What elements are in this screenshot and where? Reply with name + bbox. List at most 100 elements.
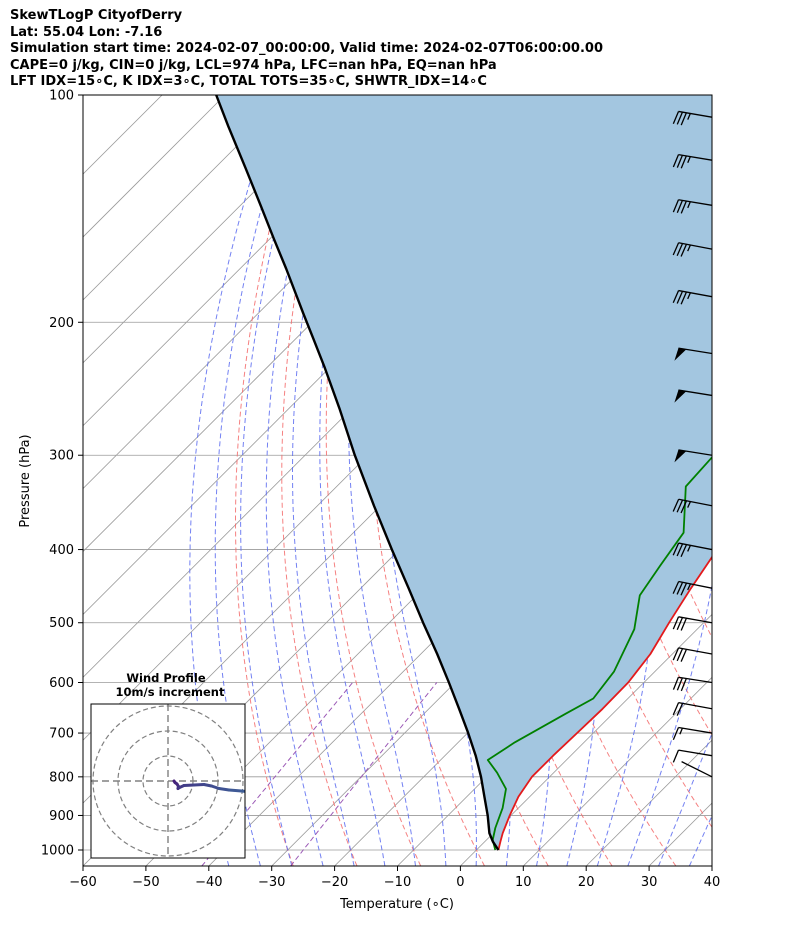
barb-half-feather xyxy=(687,113,691,120)
barb-shaft xyxy=(678,726,712,734)
moist-adiabat xyxy=(319,110,386,866)
barb-feather xyxy=(680,112,687,126)
barb-half-feather xyxy=(687,292,691,300)
wind-barb xyxy=(711,824,712,826)
y-axis-title: Pressure (hPa) xyxy=(18,434,33,527)
barb-feather xyxy=(672,581,680,594)
barb-shaft xyxy=(681,761,712,778)
isotherm-line xyxy=(83,95,289,301)
x-tick-label: 10 xyxy=(515,875,532,890)
barb-shaft xyxy=(678,498,712,507)
isotherm-line xyxy=(83,95,352,364)
barb-shaft xyxy=(678,347,712,355)
barb-half-feather xyxy=(687,583,692,591)
temperature-line xyxy=(497,555,712,851)
barb-feather xyxy=(676,291,684,304)
x-tick-label: −20 xyxy=(321,875,348,890)
wind-barb xyxy=(672,542,712,558)
y-tick-label: 1000 xyxy=(41,844,74,859)
x-axis-title: Temperature (∘C) xyxy=(339,897,454,912)
x-axis-ticks: −60 −50 −40 −30 −20 −10 0 10 20 30 40 xyxy=(69,866,720,890)
barb-shaft xyxy=(678,199,712,206)
moist-adiabat xyxy=(240,110,308,866)
x-tick-label: 30 xyxy=(641,875,658,890)
inset-frame xyxy=(90,703,246,859)
moist-adiabat xyxy=(720,111,794,866)
barb-shaft xyxy=(678,542,712,551)
index-text: LFT IDX=15∘C, K IDX=3∘C, TOTAL TOTS=35∘C… xyxy=(10,74,487,89)
dry-adiabat xyxy=(325,95,422,866)
y-tick-label: 600 xyxy=(49,676,74,691)
wind-barb xyxy=(672,749,712,763)
dry-adiabat xyxy=(281,95,358,866)
barb-feather xyxy=(672,154,680,168)
barb-shaft xyxy=(711,796,712,798)
barb-feather xyxy=(676,499,684,513)
barb-shaft xyxy=(678,702,712,710)
barb-feather xyxy=(676,543,684,557)
wind-barb xyxy=(674,347,712,361)
wind-barb xyxy=(672,702,712,716)
hodograph-trace xyxy=(192,783,206,787)
dewpoint-line xyxy=(486,455,712,851)
y-tick-label: 900 xyxy=(49,809,74,824)
chart-header: SkewTLogP CityofDerry Lat: 55.04 Lon: -7… xyxy=(10,8,603,91)
wind-barb xyxy=(672,498,712,514)
barb-shaft xyxy=(678,153,712,161)
barb-half-feather xyxy=(687,244,691,252)
wind-barb xyxy=(672,580,712,596)
barb-half-feather xyxy=(723,822,728,827)
barb-feather xyxy=(680,200,687,214)
isotherm-line xyxy=(334,488,712,866)
wind-barb xyxy=(672,153,712,169)
mixing-ratio-lines xyxy=(201,682,438,866)
cape-text: CAPE=0 j/kg, CIN=0 j/kg, LCL=974 hPa, LF… xyxy=(10,57,497,73)
dry-adiabat xyxy=(762,95,794,866)
wind-barb xyxy=(672,647,712,662)
barb-shaft xyxy=(711,824,712,826)
y-tick-label: 100 xyxy=(49,89,74,104)
barb-feather xyxy=(680,582,688,596)
moist-adiabat xyxy=(627,110,712,866)
moist-adiabat xyxy=(292,110,355,866)
moist-adiabat xyxy=(658,731,712,866)
barb-feather xyxy=(672,647,680,661)
wind-barbs xyxy=(672,110,728,852)
wind-barb xyxy=(672,676,712,692)
isotherm-line xyxy=(83,95,226,238)
barb-flag xyxy=(674,449,687,463)
barb-shaft xyxy=(678,616,712,624)
inset-subtitle: 10m/s increment xyxy=(116,685,225,699)
barb-feather xyxy=(672,542,680,556)
wind-barb xyxy=(672,199,712,214)
x-tick-label: −50 xyxy=(132,875,159,890)
y-axis-ticks: 100 200 300 400 500 600 700 800 900 1000 xyxy=(41,89,83,859)
barb-feather xyxy=(676,582,684,595)
wind-barb xyxy=(672,289,712,305)
barb-feather xyxy=(672,499,680,512)
barb-feather xyxy=(676,617,684,631)
wind-barb xyxy=(711,796,728,827)
barb-feather xyxy=(672,616,680,630)
barb-feather xyxy=(680,244,688,257)
barb-shaft xyxy=(678,242,712,250)
barb-feather xyxy=(680,155,687,169)
barb-feather xyxy=(672,242,680,256)
dry-adiabat xyxy=(729,95,794,866)
barb-feather xyxy=(676,648,684,662)
barb-half-feather xyxy=(687,501,691,508)
barb-shaft xyxy=(678,449,712,456)
time-text: Simulation start time: 2024-02-07_00:00:… xyxy=(10,41,603,56)
barb-feather xyxy=(680,544,688,558)
isotherm-line xyxy=(460,613,712,866)
x-tick-label: −60 xyxy=(69,875,96,890)
barb-shaft xyxy=(678,749,712,757)
y-tick-label: 300 xyxy=(49,449,74,464)
barb-feather xyxy=(680,678,687,692)
y-tick-label: 800 xyxy=(49,770,74,785)
inset-title: Wind Profile xyxy=(126,671,206,685)
mixing-ratio-line xyxy=(201,682,353,866)
isotherm-line xyxy=(711,865,712,866)
wind-barb xyxy=(672,110,712,126)
